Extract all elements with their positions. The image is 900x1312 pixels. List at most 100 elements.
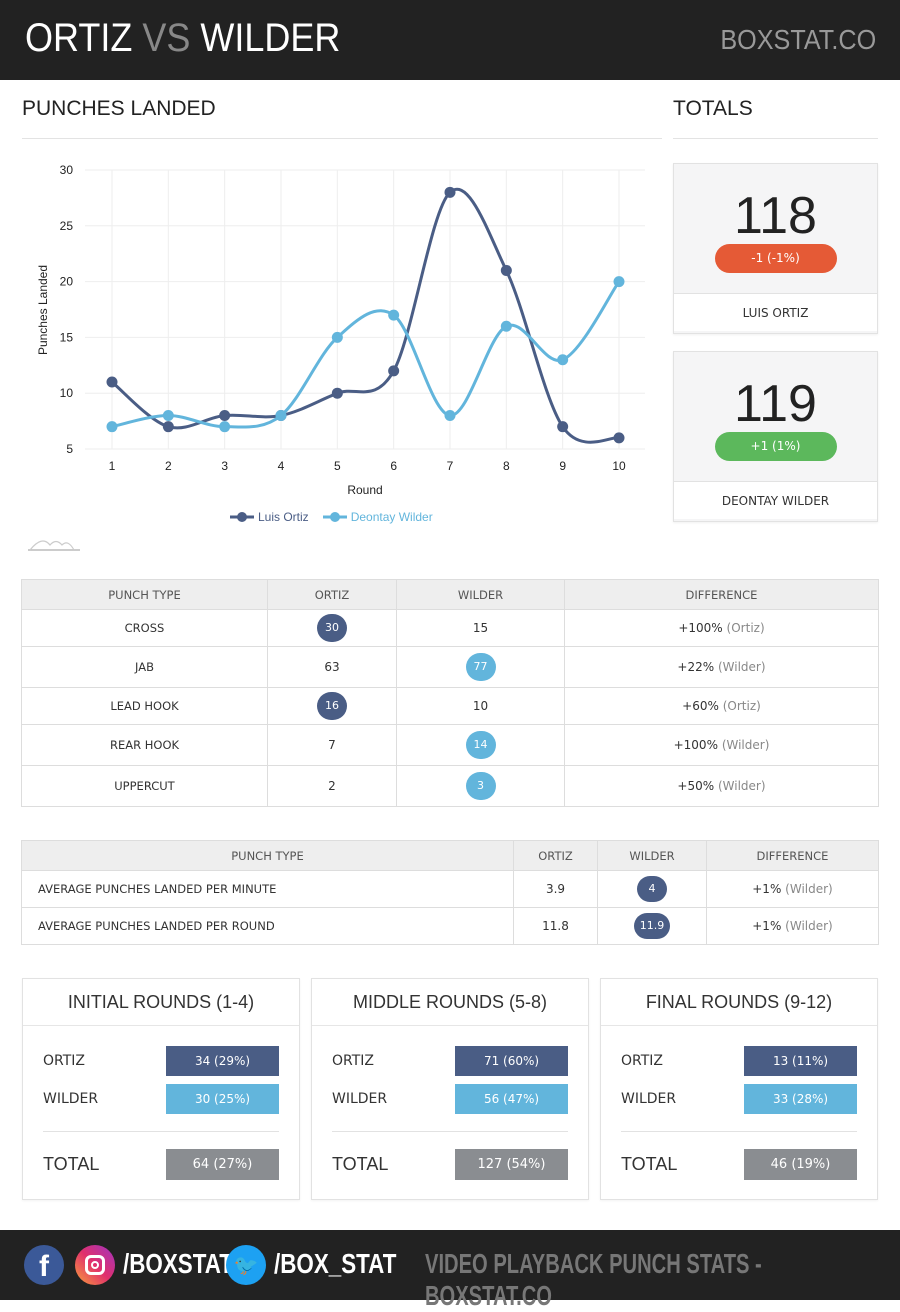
data-point bbox=[162, 421, 174, 433]
wilder-bar: 33 (28%) bbox=[744, 1084, 857, 1114]
data-point bbox=[106, 421, 118, 433]
total-value: 119 bbox=[734, 375, 817, 433]
ortiz-badge: 16 bbox=[317, 692, 347, 720]
data-point bbox=[613, 276, 625, 288]
wilder-value: 10 bbox=[472, 699, 489, 713]
footer-tagline: VIDEO PLAYBACK PUNCH STATS - BOXSTAT.CO bbox=[425, 1248, 762, 1311]
y-tick-label: 20 bbox=[60, 275, 74, 289]
page-title: ORTIZ VS WILDER bbox=[25, 16, 340, 61]
total-card-wilder: 119 +1 (1%) DEONTAY WILDER bbox=[673, 351, 878, 522]
divider bbox=[673, 138, 878, 139]
diff-leader: (Wilder) bbox=[785, 919, 833, 933]
punch-type: JAB bbox=[21, 646, 268, 688]
wilder-badge: 14 bbox=[465, 731, 496, 759]
wilder-badge: 77 bbox=[465, 653, 496, 681]
punch-type: REAR HOOK bbox=[21, 724, 268, 766]
x-tick-label: 1 bbox=[109, 459, 116, 473]
divider bbox=[43, 1131, 279, 1132]
data-point bbox=[331, 387, 343, 399]
ortiz-value: 11.8 bbox=[513, 907, 598, 945]
col-header: ORTIZ bbox=[513, 840, 598, 871]
header: ORTIZ VS WILDER BOXSTAT.CO bbox=[0, 0, 900, 80]
divider bbox=[22, 138, 662, 139]
punch-type-table: PUNCH TYPE ORTIZ WILDER DIFFERENCE CROSS… bbox=[21, 579, 879, 807]
twitter-icon[interactable]: 🐦 bbox=[226, 1245, 266, 1285]
y-tick-label: 30 bbox=[60, 163, 74, 177]
data-point bbox=[219, 421, 231, 433]
diff-leader: (Wilder) bbox=[785, 882, 833, 896]
data-point bbox=[331, 331, 343, 343]
legend-item[interactable]: Luis Ortiz bbox=[230, 510, 309, 524]
diff-value: +60% bbox=[682, 699, 719, 713]
ortiz-bar: 34 (29%) bbox=[166, 1046, 279, 1076]
chart-brand-icon bbox=[28, 540, 80, 551]
table-row: JAB 63 77 +22% (Wilder) bbox=[21, 646, 879, 688]
data-point bbox=[162, 410, 174, 422]
divider bbox=[332, 1131, 568, 1132]
ortiz-label: ORTIZ bbox=[43, 1053, 85, 1069]
wilder-bar: 30 (25%) bbox=[166, 1084, 279, 1114]
wilder-label: WILDER bbox=[621, 1091, 677, 1107]
round-card: MIDDLE ROUNDS (5-8) ORTIZ 71 (60%) WILDER 56… bbox=[311, 978, 589, 1200]
fighter-name: DEONTAY WILDER bbox=[674, 481, 877, 519]
diff-leader: (Wilder) bbox=[717, 779, 766, 793]
x-tick-label: 6 bbox=[390, 459, 397, 473]
wilder-label: WILDER bbox=[43, 1091, 99, 1107]
twitter-handle[interactable]: /BOX_STAT bbox=[274, 1248, 397, 1279]
x-tick-label: 2 bbox=[165, 459, 172, 473]
table-row: AVERAGE PUNCHES LANDED PER ROUND 11.8 11.9… bbox=[21, 907, 879, 945]
ortiz-bar: 13 (11%) bbox=[744, 1046, 857, 1076]
table-row: UPPERCUT 2 3 +50% (Wilder) bbox=[21, 765, 879, 807]
difference: +100% (Ortiz) bbox=[564, 609, 879, 647]
total-bar: 46 (19%) bbox=[744, 1149, 857, 1180]
instagram-icon[interactable] bbox=[75, 1245, 115, 1285]
stat-label: AVERAGE PUNCHES LANDED PER MINUTE bbox=[21, 870, 514, 908]
col-header: WILDER bbox=[597, 840, 707, 871]
instagram-handle[interactable]: /BOXSTAT bbox=[123, 1248, 233, 1279]
ortiz-label: ORTIZ bbox=[332, 1053, 374, 1069]
data-point bbox=[444, 410, 456, 422]
difference: +22% (Wilder) bbox=[564, 646, 879, 688]
ortiz-label: ORTIZ bbox=[621, 1053, 663, 1069]
data-point bbox=[500, 320, 512, 332]
data-point bbox=[500, 264, 512, 276]
data-point bbox=[388, 309, 400, 321]
difference: +100% (Wilder) bbox=[564, 724, 879, 766]
ortiz-value: 63 bbox=[324, 660, 340, 674]
wilder-badge: 3 bbox=[465, 772, 496, 800]
data-point bbox=[444, 186, 456, 198]
y-tick-label: 10 bbox=[60, 386, 74, 400]
round-card: FINAL ROUNDS (9-12) ORTIZ 13 (11%) WILDER 33… bbox=[600, 978, 878, 1200]
x-tick-label: 8 bbox=[503, 459, 510, 473]
diff-value: +100% bbox=[673, 738, 718, 752]
col-header: ORTIZ bbox=[267, 579, 397, 610]
diff-value: +50% bbox=[677, 779, 715, 793]
legend-marker-icon bbox=[230, 512, 254, 522]
x-axis-label: Round bbox=[347, 483, 382, 497]
diff-value: +22% bbox=[677, 660, 715, 674]
fighter-name: LUIS ORTIZ bbox=[674, 293, 877, 331]
wilder-badge: 11.9 bbox=[633, 913, 671, 939]
site-logo[interactable]: BOXSTAT.CO bbox=[720, 24, 876, 55]
round-card: INITIAL ROUNDS (1-4) ORTIZ 34 (29%) WILDER 3… bbox=[22, 978, 300, 1200]
col-header: WILDER bbox=[396, 579, 565, 610]
punch-type: LEAD HOOK bbox=[21, 687, 268, 725]
total-value: 118 bbox=[734, 187, 817, 245]
legend-marker-icon bbox=[322, 512, 347, 522]
stat-label: AVERAGE PUNCHES LANDED PER ROUND bbox=[21, 907, 514, 945]
wilder-bar: 56 (47%) bbox=[455, 1084, 568, 1114]
x-tick-label: 4 bbox=[278, 459, 285, 473]
total-bar: 64 (27%) bbox=[166, 1149, 279, 1180]
footer: f /BOXSTAT 🐦 /BOX_STAT VIDEO PLAYBACK PU… bbox=[0, 1230, 900, 1311]
data-point bbox=[388, 365, 400, 377]
diff-leader: (Wilder) bbox=[721, 738, 770, 752]
legend-item[interactable]: Deontay Wilder bbox=[322, 510, 433, 524]
x-tick-label: 9 bbox=[559, 459, 566, 473]
col-header: DIFFERENCE bbox=[564, 579, 879, 610]
facebook-icon[interactable]: f bbox=[24, 1245, 64, 1285]
ortiz-value: 3.9 bbox=[513, 870, 598, 908]
y-tick-label: 5 bbox=[66, 442, 73, 456]
legend-label: Luis Ortiz bbox=[258, 510, 309, 524]
diff-value: +1% bbox=[752, 882, 782, 896]
diff-leader: (Ortiz) bbox=[722, 699, 761, 713]
